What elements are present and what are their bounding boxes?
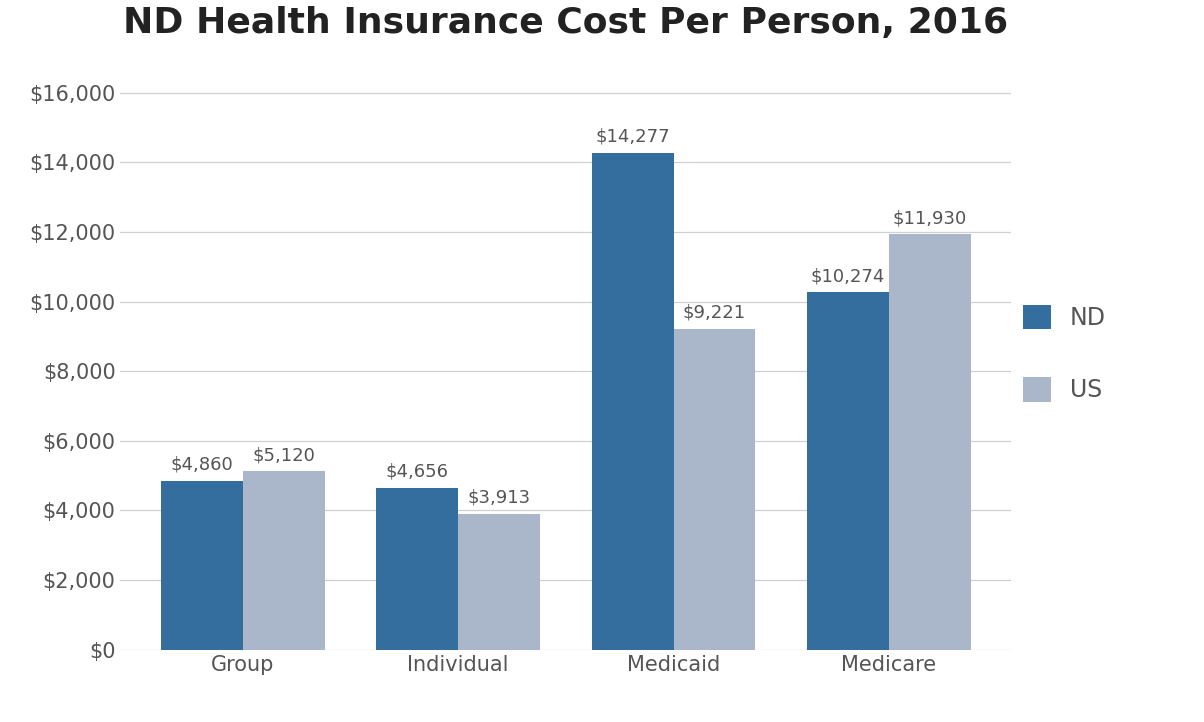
Text: $3,913: $3,913	[467, 489, 531, 507]
Bar	[889, 235, 970, 650]
Text: $10,274: $10,274	[810, 267, 885, 285]
Text: $11,930: $11,930	[893, 209, 967, 227]
Bar	[807, 292, 889, 650]
Text: $4,860: $4,860	[171, 456, 234, 474]
Bar	[459, 513, 541, 650]
Legend: ND, US: ND, US	[1014, 295, 1115, 412]
Bar	[591, 152, 673, 650]
Bar	[243, 471, 325, 650]
Text: $4,656: $4,656	[385, 463, 449, 481]
Text: $5,120: $5,120	[253, 446, 315, 464]
Text: $14,277: $14,277	[595, 128, 669, 146]
Text: $9,221: $9,221	[683, 304, 746, 322]
Bar	[673, 329, 755, 650]
Bar	[161, 481, 243, 650]
Bar	[377, 487, 459, 650]
Title: ND Health Insurance Cost Per Person, 2016: ND Health Insurance Cost Per Person, 201…	[123, 6, 1009, 40]
